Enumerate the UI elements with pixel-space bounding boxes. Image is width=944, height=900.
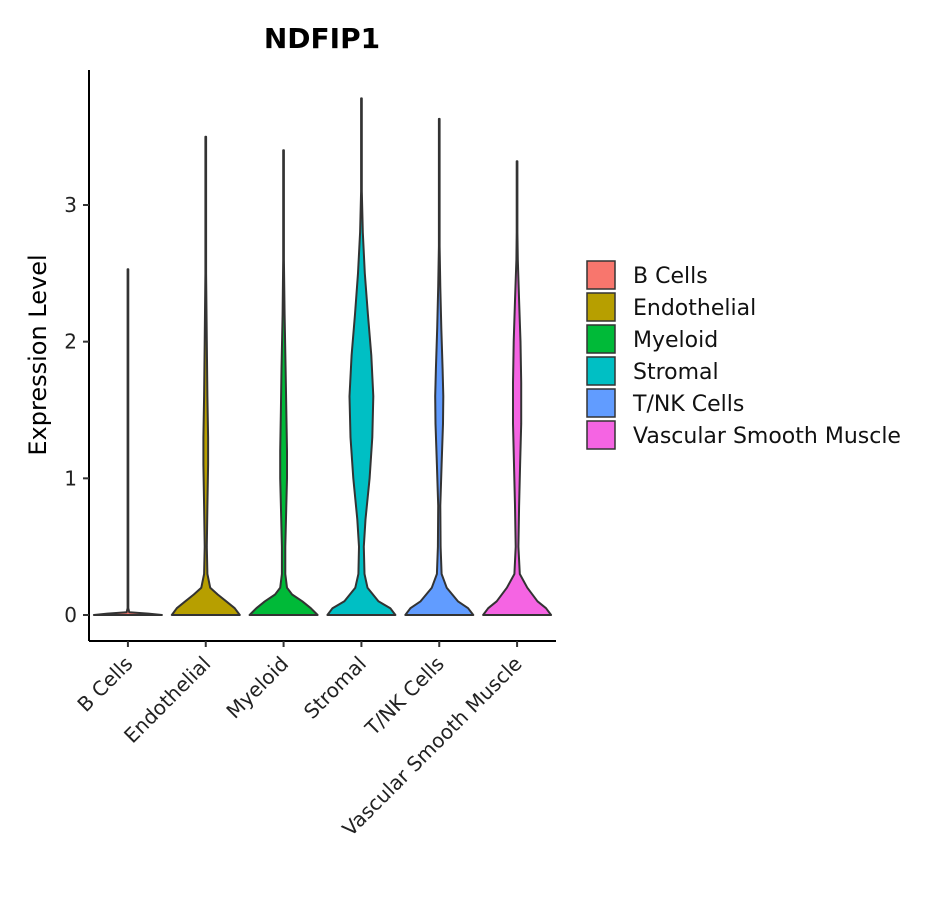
x-tick-label: Stromal [299, 652, 371, 724]
violin-b-cells [92, 268, 163, 616]
y-tick-label: 0 [64, 603, 77, 627]
y-tick-label: 3 [64, 193, 77, 217]
legend-label: Endothelial [633, 296, 756, 321]
x-tick-label: B Cells [72, 652, 137, 717]
legend: B Cells Endothelial Myeloid Stromal T/NK Cel… [586, 260, 901, 450]
legend-label: Stromal [633, 360, 719, 385]
legend-swatch [586, 292, 616, 322]
legend-swatch [586, 420, 616, 450]
legend-swatch [586, 356, 616, 386]
legend-label: Vascular Smooth Muscle [633, 424, 901, 449]
legend-swatch [586, 260, 616, 290]
violin-endothelial [170, 135, 241, 616]
legend-swatch [586, 388, 616, 418]
chart-title: NDFIP1 [264, 22, 380, 55]
y-tick-label: 1 [64, 466, 77, 490]
legend-swatch [586, 324, 616, 354]
violin-t-nk-cells [404, 117, 475, 616]
y-axis: 0 1 2 3 [64, 70, 90, 641]
violin-myeloid [248, 149, 319, 616]
x-tick-label: Myeloid [221, 652, 293, 724]
violin-vascular-smooth-muscle [482, 160, 553, 616]
legend-label: T/NK Cells [632, 392, 744, 417]
y-tick-label: 2 [64, 330, 77, 354]
legend-label: Myeloid [633, 328, 718, 353]
legend-label: B Cells [633, 264, 708, 289]
violin-stromal [326, 97, 397, 616]
plot-area [92, 97, 553, 616]
y-axis-label: Expression Level [24, 254, 52, 455]
